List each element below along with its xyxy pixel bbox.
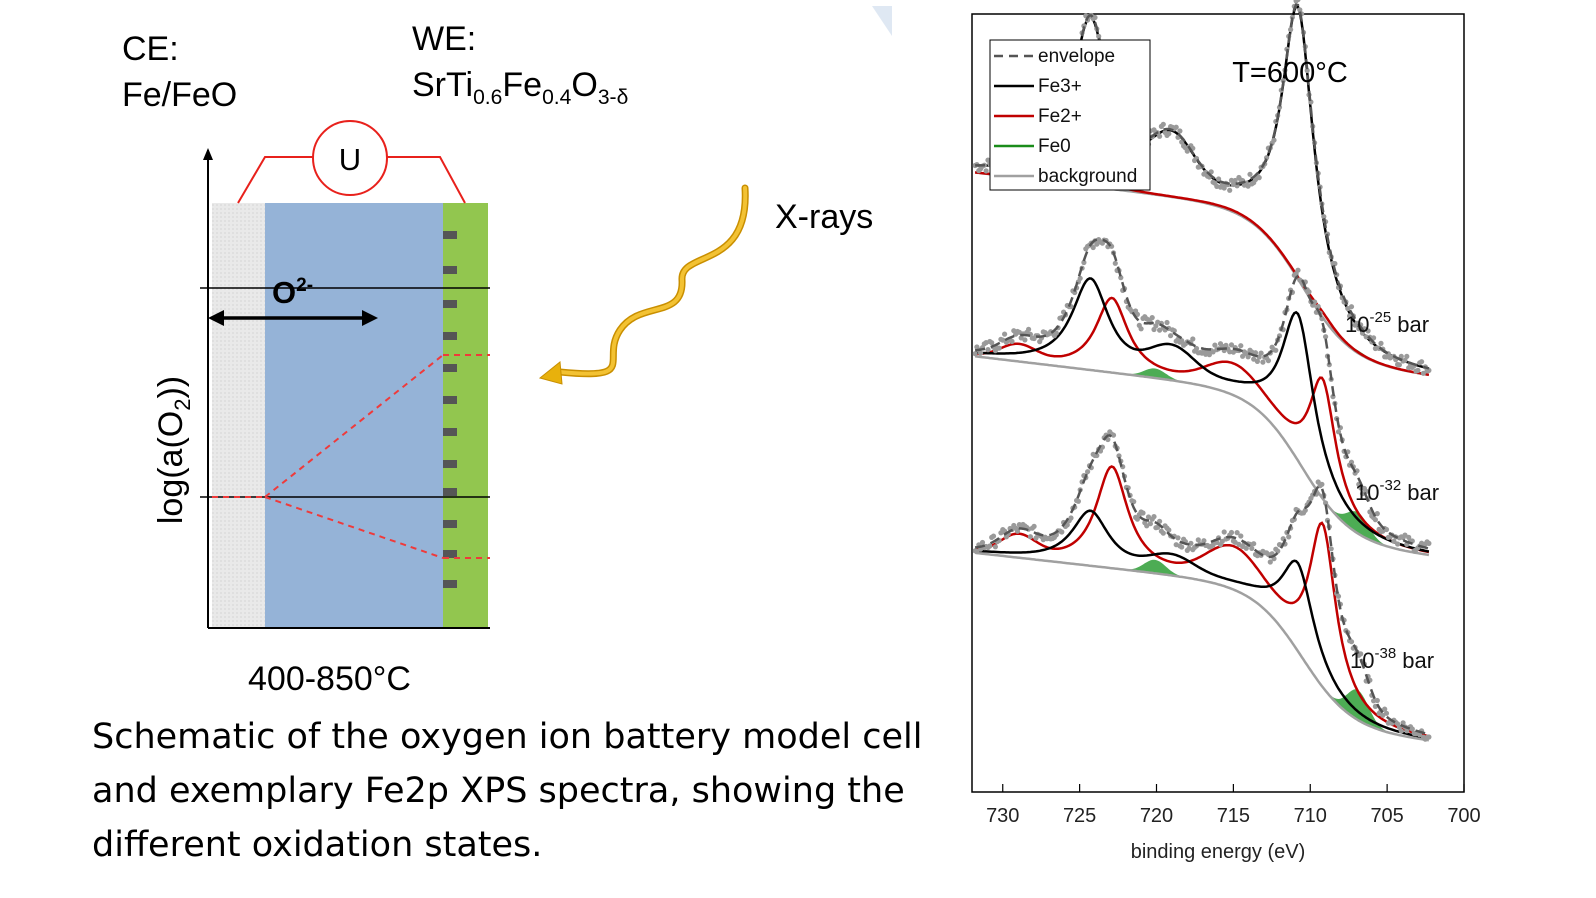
y-axis-label: log(a(O2)) [152, 376, 195, 524]
background-line [974, 551, 1430, 742]
x-tick-label: 725 [1063, 805, 1096, 827]
pressure-label-0: 10-25 bar [1345, 309, 1429, 337]
electrolyte-layer [265, 203, 443, 628]
we-label: WE: [412, 20, 477, 58]
dashed-potential-lines [212, 354, 490, 559]
x-tick-label: 705 [1370, 805, 1403, 827]
measured-points [972, 237, 1432, 554]
x-tick-label: 720 [1140, 805, 1173, 827]
spectrum-2 [972, 429, 1432, 742]
caption-line-2: and exemplary Fe2p XPS spectra, showing … [92, 771, 905, 811]
background-line [974, 355, 1430, 557]
fe3-line [975, 509, 1430, 740]
figure-caption: Schematic of the oxygen ion battery mode… [92, 710, 922, 872]
temperature-range: 400-850°C [248, 660, 411, 698]
x-ticks: 730 725 720 715 710 705 700 [986, 784, 1481, 827]
chart-title: T=600°C [1232, 57, 1348, 89]
pressure-label-2: 10-38 bar [1350, 645, 1434, 673]
cell-schematic: O2- U log(a(O2)) X-rays [152, 6, 892, 629]
envelope-line [974, 434, 1430, 736]
voltmeter-circle [312, 120, 388, 196]
xps-chart: 730 725 720 715 710 705 700 binding energy (eV… [971, 0, 1481, 863]
x-tick-label: 710 [1294, 805, 1327, 827]
spectrum-1 [972, 237, 1432, 557]
circuit-wire-left [237, 156, 313, 204]
xray-wave [551, 186, 748, 376]
x-axis-label: binding energy (eV) [1131, 841, 1306, 863]
we-surface-markers [443, 231, 457, 588]
pressure-label-1: 10-32 bar [1355, 477, 1439, 505]
we-formula: SrTi0.6Fe0.4O3-δ [412, 66, 629, 109]
x-tick-label: 730 [986, 805, 1019, 827]
legend-entry-1: Fe3+ [1038, 76, 1082, 97]
circuit-wire-right [387, 156, 466, 204]
pressure-labels: 10-25 bar 10-32 bar 10-38 bar [1345, 309, 1439, 673]
x-tick-label: 715 [1217, 805, 1250, 827]
legend-entry-4: background [1038, 166, 1137, 187]
xray-label: X-rays [775, 198, 873, 236]
legend-entry-2: Fe2+ [1038, 106, 1082, 127]
corner-decoration [872, 6, 892, 36]
fe3-line [974, 277, 1430, 553]
xray-wave-outline [549, 184, 749, 378]
legend: envelope Fe3+ Fe2+ Fe0 background [989, 39, 1151, 191]
ce-label: CE: [122, 30, 179, 68]
ion-arrow-left-head [208, 310, 224, 326]
ion-label: O2- [272, 275, 313, 310]
ion-arrow-right-head [362, 310, 378, 326]
envelope-line [975, 238, 1430, 550]
ce-material: Fe/FeO [122, 76, 238, 114]
y-axis-arrowhead [203, 148, 213, 160]
counter-electrode-layer [212, 203, 265, 628]
voltage-symbol: U [339, 142, 361, 177]
caption-line-1: Schematic of the oxygen ion battery mode… [92, 717, 923, 757]
xray-arrowhead [538, 361, 563, 385]
x-tick-label: 700 [1447, 805, 1480, 827]
legend-entry-3: Fe0 [1038, 136, 1071, 157]
caption-line-3: different oxidation states. [92, 825, 543, 865]
legend-entry-0: envelope [1038, 46, 1115, 67]
